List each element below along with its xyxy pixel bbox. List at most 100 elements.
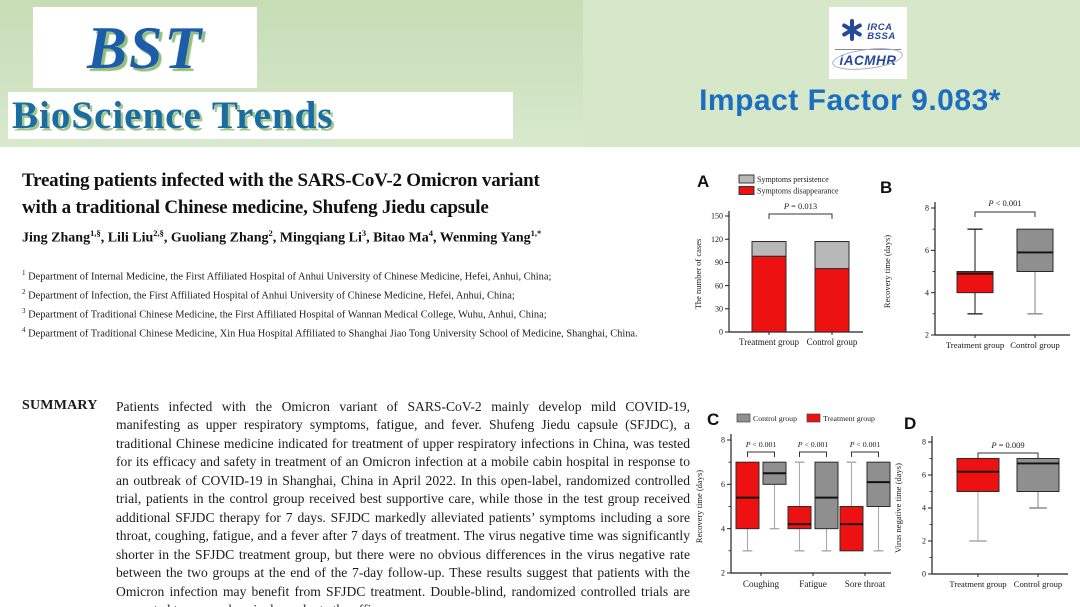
box-plot-box (1016, 228, 1054, 315)
svg-text:8: 8 (922, 438, 926, 447)
significance-bracket (977, 452, 1039, 458)
panel-letter-a: A (697, 172, 710, 191)
affiliation-superscript: 4 (22, 326, 26, 335)
svg-text:Treatment group: Treatment group (946, 340, 1005, 350)
affiliation-item: 2 Department of Infection, the First Aff… (22, 288, 515, 302)
journal-name-strip: BioScience Trends (8, 92, 513, 139)
svg-text:120: 120 (711, 235, 723, 244)
svg-text:8: 8 (925, 204, 929, 213)
significance-bracket (851, 451, 879, 457)
svg-text:2: 2 (925, 331, 929, 340)
affiliation-item: 4 Department of Traditional Chinese Medi… (22, 326, 638, 340)
p-value-label: P < 0.001 (797, 440, 829, 449)
svg-text:150: 150 (711, 212, 723, 221)
svg-text:6: 6 (922, 471, 926, 480)
p-value-label: P < 0.001 (987, 198, 1021, 208)
svg-text:4: 4 (922, 504, 926, 513)
article-title-line2: with a traditional Chinese medicine, Shu… (22, 196, 489, 218)
svg-text:Symptoms persistence: Symptoms persistence (757, 175, 829, 184)
significance-bracket (747, 451, 775, 457)
association-acronym-lines: IRCA BSSA (867, 21, 896, 42)
affiliation-superscript: 2 (22, 288, 26, 297)
journal-logo-box: BST (33, 7, 257, 88)
author: Lili Liu (107, 230, 154, 246)
svg-text:4: 4 (925, 288, 929, 297)
svg-text:90: 90 (715, 258, 723, 267)
association-line1: IRCA (867, 21, 893, 33)
svg-text:Fatigue: Fatigue (799, 579, 827, 589)
box-plot-box (839, 461, 864, 552)
p-value-label: P < 0.001 (745, 440, 777, 449)
journal-name: BioScience Trends (12, 94, 334, 137)
author-superscript: 1,§ (90, 228, 101, 238)
figure-panel-c: C Control group Treatment group 2 4 6 8 P < 0.0… (691, 396, 899, 607)
affiliation-superscript: 1 (22, 269, 26, 277)
figure-panel-d: D P = 0.009 0 2 4 6 8 Treatment group Control gr… (890, 396, 1078, 607)
p-value-label: P = 0.013 (783, 201, 817, 211)
author-list: Jing Zhang1,§, Lili Liu2,§, Guoliang Zha… (22, 228, 542, 246)
svg-text:30: 30 (715, 305, 723, 314)
svg-text:0: 0 (719, 328, 723, 337)
svg-text:Recovery time (days): Recovery time (days) (694, 470, 704, 543)
svg-text:Recovery time (days): Recovery time (days) (882, 235, 892, 308)
svg-text:Coughing: Coughing (743, 579, 780, 589)
author: Bitao Ma (373, 230, 429, 246)
affiliation-list: 1 Department of Internal Medicine, the F… (22, 266, 690, 342)
chart-canvas: Control group Treatment group 2 4 6 8 P < 0.00… (694, 413, 891, 589)
chart-canvas: Symptoms persistence Symptoms disappearan… (693, 174, 863, 347)
article-title-line1: Treating patients infected with the SARS… (22, 169, 540, 191)
significance-bracket (974, 211, 1036, 217)
box-plot-box (762, 461, 787, 530)
author: Wenming Yang (439, 230, 531, 246)
figure-panel-b: B P < 0.001 2 4 6 8 Treatment group Control gro… (880, 170, 1076, 370)
svg-text:Symptoms disappearance: Symptoms disappearance (757, 187, 839, 196)
chart-canvas: P = 0.009 0 2 4 6 8 Treatment group Control gro… (893, 436, 1068, 589)
svg-text:Virus negative time (days): Virus negative time (days) (893, 463, 903, 553)
significance-bracket (799, 451, 827, 457)
svg-text:0: 0 (922, 570, 926, 579)
association-logo-top: IRCA BSSA (829, 18, 907, 47)
svg-text:2: 2 (721, 569, 725, 578)
author-superscript: 1,* (530, 228, 542, 238)
author-superscript: 2,§ (153, 228, 164, 238)
author-superscript: 4 (428, 228, 433, 238)
p-value-label: P = 0.009 (990, 440, 1024, 450)
journal-logo-acronym: BST (86, 14, 204, 81)
significance-bracket (768, 213, 833, 219)
association-line2: BSSA (867, 31, 896, 42)
article-title: Treating patients infected with the SARS… (22, 167, 687, 221)
box-plot-box (1016, 458, 1060, 509)
svg-text:Treatment group: Treatment group (739, 337, 799, 347)
author: Guoliang Zhang (170, 230, 269, 246)
svg-text:Control group: Control group (1010, 340, 1060, 350)
association-line3: iACMHR (834, 52, 903, 69)
panel-letter-d: D (904, 414, 917, 433)
svg-text:The number of cases: The number of cases (693, 239, 703, 310)
svg-text:Sore throat: Sore throat (845, 579, 886, 589)
box-plot-box (787, 461, 812, 552)
svg-text:Treatment group: Treatment group (823, 414, 875, 423)
summary-label: SUMMARY (22, 398, 98, 413)
affiliation-item: 1 Department of Internal Medicine, the F… (22, 269, 552, 283)
bar-segment-disappearance (751, 255, 787, 333)
summary-section: SUMMARY Patients infected with the Omicr… (22, 398, 690, 607)
affiliation-item: 3 Department of Traditional Chinese Medi… (22, 307, 547, 321)
svg-text:4: 4 (721, 524, 725, 533)
journal-banner: BST BioScience Trends IRCA (0, 0, 1080, 147)
author: Mingqiang Li (279, 230, 362, 246)
bar-segment-disappearance (814, 268, 850, 333)
panel-letter-c: C (707, 410, 720, 429)
summary-text: Patients infected with the Omicron varia… (116, 399, 690, 607)
box-plot-box (735, 461, 760, 552)
irca-asterisk-icon (840, 18, 864, 47)
svg-text:8: 8 (721, 436, 725, 445)
svg-text:2: 2 (922, 537, 926, 546)
author-superscript: 2 (268, 228, 273, 238)
bar-segment-persistence (751, 241, 787, 257)
p-value-label: P < 0.001 (849, 440, 881, 449)
association-logo: IRCA BSSA iACMHR (829, 7, 907, 79)
chart-canvas: P < 0.001 2 4 6 8 Treatment group Control grou… (882, 198, 1070, 350)
affiliation-superscript: 3 (22, 307, 26, 316)
svg-text:6: 6 (721, 480, 725, 489)
